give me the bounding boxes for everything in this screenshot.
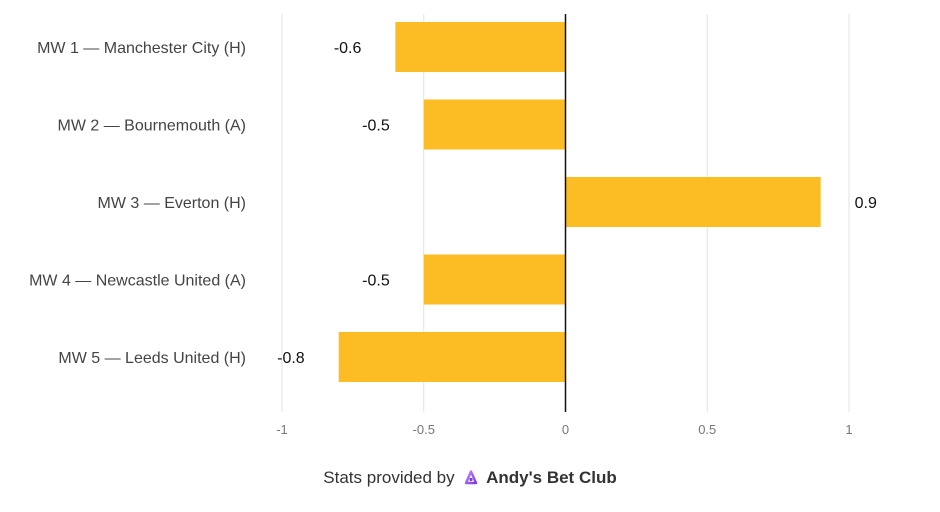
andys-bet-club-logo-icon <box>465 470 478 485</box>
x-tick-label: 1 <box>845 422 852 437</box>
attribution-prefix: Stats provided by <box>323 468 455 487</box>
brand-name: Andy's Bet Club <box>486 468 617 487</box>
data-label: -0.6 <box>334 40 362 57</box>
bar <box>395 22 566 72</box>
data-label: -0.5 <box>362 118 390 135</box>
x-axis-ticks: -1 -0.5 0 0.5 1 <box>276 422 852 437</box>
category-label: MW 3 — Everton (H) <box>98 195 246 212</box>
data-label: 0.9 <box>855 195 877 212</box>
category-labels: MW 1 — Manchester City (H) MW 2 — Bournem… <box>29 40 246 367</box>
x-tick-label: -0.5 <box>413 422 435 437</box>
x-tick-label: -1 <box>276 422 288 437</box>
x-tick-label: 0.5 <box>698 422 716 437</box>
bars <box>338 22 821 382</box>
category-label: MW 1 — Manchester City (H) <box>37 40 246 57</box>
x-tick-label: 0 <box>562 422 569 437</box>
bar <box>423 254 566 305</box>
category-label: MW 2 — Bournemouth (A) <box>58 118 247 135</box>
data-label: -0.5 <box>362 273 390 290</box>
category-label: MW 4 — Newcastle United (A) <box>29 273 246 290</box>
data-labels: -0.6 -0.5 0.9 -0.5 -0.8 <box>277 40 877 367</box>
data-label: -0.8 <box>277 350 305 367</box>
bar <box>565 177 821 227</box>
bar <box>338 332 566 382</box>
bar <box>423 99 566 150</box>
attribution-footer: Stats provided by Andy's Bet Club <box>0 468 940 488</box>
bar-chart: MW 1 — Manchester City (H) MW 2 — Bournem… <box>29 14 877 437</box>
category-label: MW 5 — Leeds United (H) <box>58 350 246 367</box>
